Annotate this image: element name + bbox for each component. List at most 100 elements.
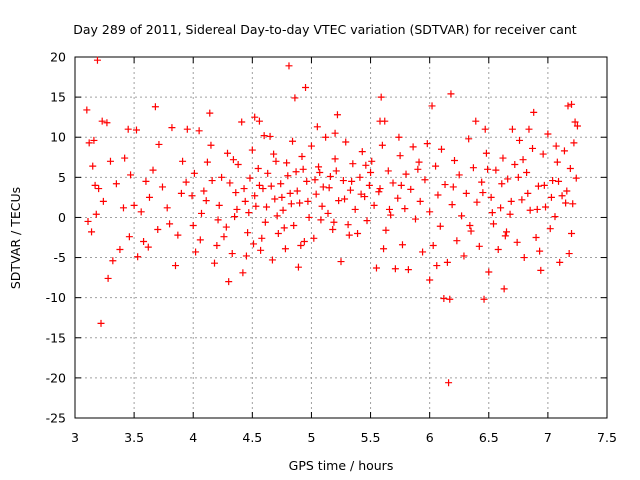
data-point [303, 177, 311, 185]
data-point [109, 257, 117, 265]
data-point [270, 150, 278, 158]
data-point [525, 125, 533, 133]
data-point [555, 177, 563, 185]
data-point [296, 199, 304, 207]
data-point [251, 113, 259, 121]
x-tick-label: 5 [307, 430, 315, 445]
data-point [519, 156, 527, 164]
data-point [570, 139, 578, 147]
data-point [556, 258, 564, 266]
data-point [226, 179, 234, 187]
data-point [370, 201, 378, 209]
data-point [449, 183, 457, 191]
data-point [511, 160, 519, 168]
data-point [524, 189, 532, 197]
data-point [460, 252, 468, 260]
data-point [121, 154, 129, 162]
data-point [283, 159, 291, 167]
data-point [351, 205, 359, 213]
data-point [335, 197, 343, 205]
data-point [252, 202, 260, 210]
data-point [97, 319, 105, 327]
data-point [569, 200, 577, 208]
data-point [337, 258, 345, 266]
data-point [563, 187, 571, 195]
data-point [257, 246, 265, 254]
data-point [232, 189, 240, 197]
x-tick-label: 7.5 [597, 430, 617, 445]
data-point [479, 189, 487, 197]
data-point [458, 212, 466, 220]
data-point [345, 231, 353, 239]
data-point [469, 164, 477, 172]
data-point [211, 259, 219, 267]
data-point [566, 165, 574, 173]
y-tick-label: 10 [50, 130, 66, 145]
data-point [540, 181, 548, 189]
data-point [536, 247, 544, 255]
data-point [534, 182, 542, 190]
data-point [516, 136, 524, 144]
data-point [385, 205, 393, 213]
x-tick-label: 6.5 [479, 430, 499, 445]
data-point [339, 177, 347, 185]
data-point [188, 192, 196, 200]
data-point [255, 117, 263, 125]
data-point [443, 258, 451, 266]
data-point [119, 204, 127, 212]
data-point [182, 178, 190, 186]
data-point [551, 213, 559, 221]
data-point [190, 169, 198, 177]
data-point [349, 160, 357, 168]
data-point [313, 123, 321, 131]
data-point [382, 226, 390, 234]
data-point [171, 262, 179, 270]
data-point [508, 125, 516, 133]
data-point [560, 147, 568, 155]
data-point [271, 195, 279, 203]
data-point [244, 229, 252, 237]
data-point [397, 181, 405, 189]
data-point [357, 190, 365, 198]
data-point [396, 152, 404, 160]
data-point [158, 183, 166, 191]
data-point [124, 125, 132, 133]
data-point [367, 169, 375, 177]
data-point [132, 126, 140, 134]
data-point [549, 177, 557, 185]
data-point [207, 141, 215, 149]
data-point [140, 238, 148, 246]
y-axis-label: SDTVAR / TECUs [8, 187, 23, 289]
plot-area [74, 56, 608, 419]
data-point [539, 150, 547, 158]
data-point [255, 181, 263, 189]
x-tick-label: 7 [544, 430, 552, 445]
data-points [83, 56, 581, 387]
data-point [259, 185, 267, 193]
data-point [402, 170, 410, 178]
data-point [546, 225, 554, 233]
data-point [163, 204, 171, 212]
data-point [315, 163, 323, 171]
data-point [215, 201, 223, 209]
data-point [183, 125, 191, 133]
data-point [214, 216, 222, 224]
data-point [267, 182, 275, 190]
data-point [95, 185, 103, 193]
data-point [151, 103, 159, 111]
data-point [234, 160, 242, 168]
data-point [409, 143, 417, 151]
data-point [500, 285, 508, 293]
y-tick-label: -20 [46, 370, 66, 385]
data-point [258, 234, 266, 242]
data-point [434, 191, 442, 199]
data-point [395, 133, 403, 141]
data-point [445, 379, 453, 387]
data-point [251, 192, 259, 200]
data-point [228, 250, 236, 258]
data-point [526, 206, 534, 214]
data-point [501, 232, 509, 240]
data-point [448, 201, 456, 209]
data-point [248, 146, 256, 154]
data-point [274, 229, 282, 237]
